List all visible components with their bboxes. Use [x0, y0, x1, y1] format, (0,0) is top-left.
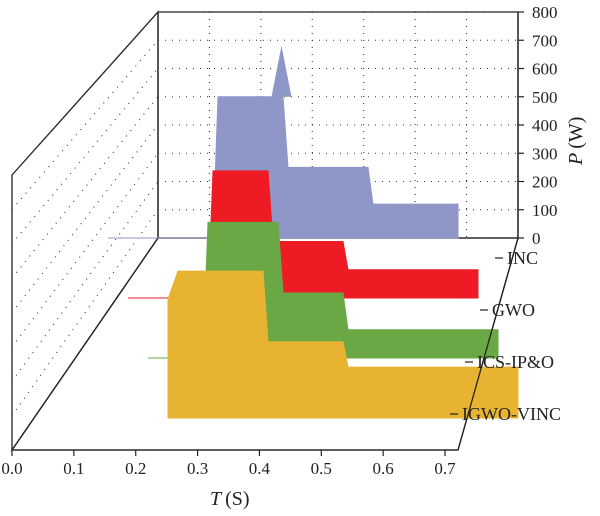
tick-layer: 0.0 0.1 0.2 0.3 0.4 0.5 0.6 0.7 0 100 200 300 400 500… [1, 3, 557, 478]
z-tick-label: 100 [532, 201, 558, 220]
z-tick-label: 700 [532, 31, 558, 50]
series-label: GWO [492, 300, 535, 320]
x-tick-label: 0.2 [125, 459, 146, 478]
z-tick-label: 800 [532, 3, 558, 22]
x-tick-label: 0.4 [249, 459, 271, 478]
grid-line-side [11, 11, 159, 176]
grid-line-side [11, 237, 159, 451]
series-slab-igwo-vinc [167, 270, 519, 419]
grid-line-side [11, 68, 159, 245]
series-label: INC [507, 248, 538, 268]
series-peak [271, 45, 292, 97]
series-layer [108, 45, 519, 419]
z-tick-label: 0 [532, 229, 541, 248]
x-tick-label: 0.7 [434, 459, 456, 478]
grid-line-side [11, 209, 159, 416]
x-tick-label: 0.0 [1, 459, 22, 478]
series-label: ICS-IP&O [477, 352, 554, 372]
z-axis-title: P(W) [565, 117, 587, 166]
series-label: IGWO-VINC [462, 404, 561, 424]
series-label-layer: INC GWO ICS-IP&O IGWO-VINC [450, 248, 561, 424]
x-axis-title: T (S) [210, 488, 250, 510]
x-tick-label: 0.3 [187, 459, 208, 478]
grid-line-side [11, 124, 159, 313]
grid-line-side [11, 96, 159, 279]
series-slab-inc [108, 96, 459, 239]
z-tick-label: 200 [532, 173, 558, 192]
z-tick-label: 300 [532, 144, 558, 163]
left-wall [11, 10, 159, 453]
depth-axis [457, 237, 519, 451]
grid-line-side [11, 181, 159, 382]
z-tick-label: 400 [532, 116, 558, 135]
x-tick-label: 0.5 [311, 459, 332, 478]
x-tick-label: 0.6 [373, 459, 394, 478]
z-tick-label: 600 [532, 60, 558, 79]
x-tick-label: 0.1 [63, 459, 84, 478]
z-tick-label: 500 [532, 88, 558, 107]
grid-line-side [11, 39, 159, 210]
